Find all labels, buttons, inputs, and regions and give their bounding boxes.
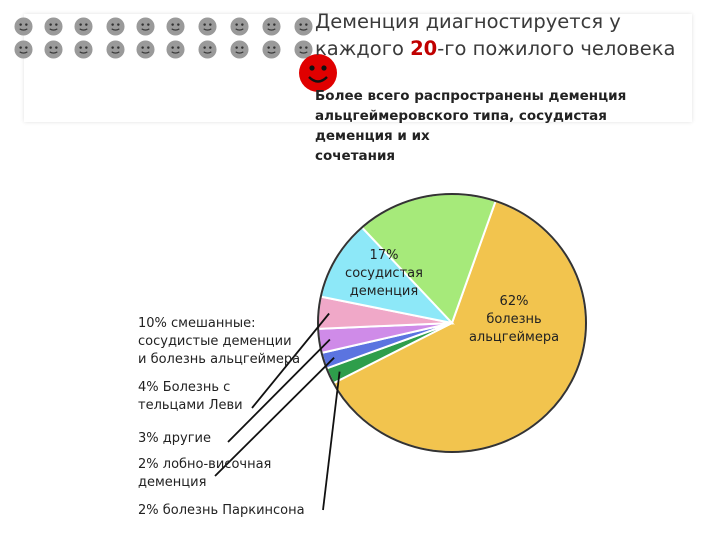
smiley-face-icon (229, 39, 249, 59)
header-panel (24, 14, 692, 122)
smiley-face-icon (261, 39, 281, 59)
leader-line (251, 312, 330, 409)
smiley-face-grid (0, 0, 720, 80)
slice-label-line: 3% другие (138, 431, 211, 446)
slice-label-line: 62% (500, 294, 529, 309)
slice-label-line: альцгеймера (469, 330, 559, 345)
slice-label-line: тельцами Леви (138, 398, 243, 413)
smiley-face-icon (197, 39, 217, 59)
subtitle-line-1: Более всего распространены деменция (315, 88, 627, 104)
slice-label: 2% болезнь Паркинсона (138, 503, 305, 518)
pie-outline (317, 193, 587, 453)
title-text-after: -го пожилого человека (437, 37, 676, 60)
subtitle-line-2: альцгеймеровского типа, сосудистая (315, 108, 607, 124)
smiley-face-icon (135, 39, 155, 59)
slice-label: 62% болезнь альцгеймера (469, 294, 559, 345)
red-smiley-eye-left (309, 65, 315, 71)
leader-line (322, 371, 341, 511)
leader-line (214, 357, 335, 477)
smiley-face-icon (293, 39, 313, 59)
red-smiley-mouth (308, 76, 328, 83)
smiley-face-icon (197, 16, 217, 36)
smiley-face-icon (165, 16, 185, 36)
smiley-face-icon (105, 39, 125, 59)
smiley-face-icon (13, 39, 33, 59)
subtitle-line-4: сочетания (315, 148, 396, 164)
slice-label-line: 2% лобно-височная (138, 457, 271, 472)
slice-label-line: 2% болезнь Паркинсона (138, 503, 305, 518)
slice-label: 3% другие (138, 431, 211, 446)
slice-label: 4% Болезнь с тельцами Леви (138, 380, 243, 413)
smiley-face-icon (293, 16, 313, 36)
smiley-face-icon (165, 39, 185, 59)
red-smiley-icon (299, 54, 337, 92)
slice-label-line: 17% (370, 248, 399, 263)
smiley-face-icon (229, 16, 249, 36)
leader-line (227, 338, 331, 443)
smiley-face-icon (43, 39, 63, 59)
smiley-face-icon (73, 16, 93, 36)
slice-label-line: деменция (350, 284, 418, 299)
slice-label: 17% сосудистая деменция (345, 248, 423, 299)
red-smiley-face (299, 54, 337, 92)
slice-label: 2% лобно-височная деменция (138, 457, 271, 490)
slice-label-line: деменция (138, 475, 206, 490)
red-smiley-eye-right (321, 65, 327, 71)
smiley-face-icon (43, 16, 63, 36)
smiley-face-icon (105, 16, 125, 36)
page-title: Деменция диагностируется у каждого 20-го… (315, 8, 705, 62)
smiley-face-icon (13, 16, 33, 36)
title-text-before: Деменция диагностируется у каждого (315, 10, 621, 60)
slice-label-line: сосудистая (345, 266, 423, 281)
smiley-face-icon (135, 16, 155, 36)
slice-label-line: болезнь (486, 312, 541, 327)
smiley-face-icon (73, 39, 93, 59)
slice-label-line: и болезнь альцгеймера (138, 352, 300, 367)
title-number: 20 (410, 37, 438, 60)
slice-label-line: 10% смешанные: (138, 316, 255, 331)
subtitle-line-3: деменция и их (315, 128, 430, 144)
slice-label-line: 4% Болезнь с (138, 380, 230, 395)
smiley-face-icon (261, 16, 281, 36)
slice-label-line: сосудистые деменции (138, 334, 292, 349)
subtitle: Более всего распространены деменция альц… (315, 86, 695, 166)
slice-label: 10% смешанные: сосудистые деменции и болез… (138, 316, 300, 367)
